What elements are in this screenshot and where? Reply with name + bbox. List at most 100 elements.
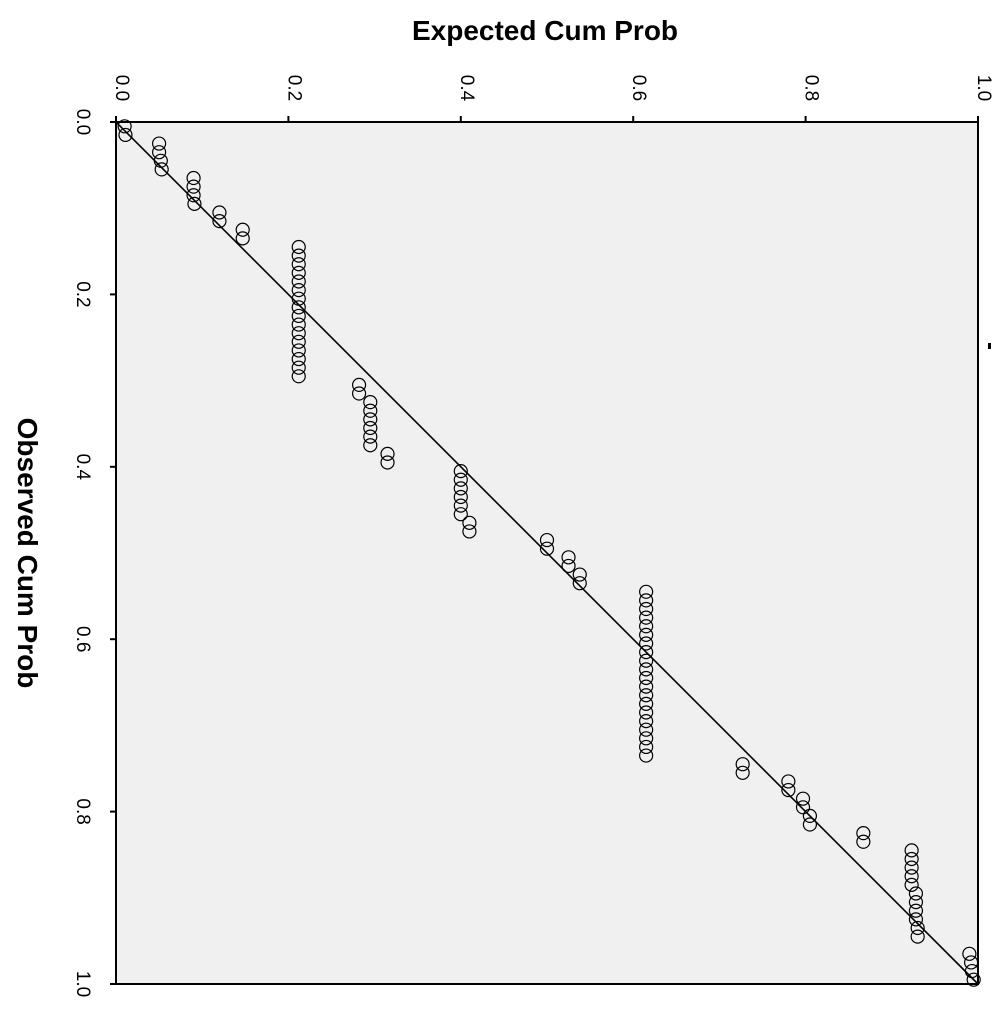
data-point xyxy=(962,946,977,961)
data-point xyxy=(904,851,919,867)
data-point xyxy=(572,567,587,582)
data-point xyxy=(639,705,654,720)
data-point xyxy=(212,214,227,229)
data-point xyxy=(781,782,796,798)
data-point xyxy=(351,377,367,393)
data-point xyxy=(964,955,979,970)
data-point xyxy=(453,481,468,496)
data-point xyxy=(561,550,576,565)
data-point xyxy=(291,326,306,341)
data-point xyxy=(186,179,201,194)
data-point xyxy=(639,722,654,737)
data-point xyxy=(904,843,919,858)
data-point xyxy=(639,601,654,617)
data-point xyxy=(235,222,250,237)
data-point xyxy=(639,619,654,634)
data-point xyxy=(639,670,654,686)
data-point xyxy=(453,464,468,479)
y-tick-label: 1.0 xyxy=(72,971,93,997)
x-tick-label: 0.8 xyxy=(801,75,822,101)
data-point xyxy=(363,420,378,436)
data-point xyxy=(910,920,925,936)
data-point xyxy=(453,489,468,505)
data-point xyxy=(186,188,201,203)
data-point xyxy=(291,265,306,280)
edge-mark xyxy=(988,343,991,349)
data-point xyxy=(291,343,306,358)
data-point xyxy=(212,205,227,220)
data-point xyxy=(235,231,250,246)
data-point xyxy=(781,774,796,789)
data-point xyxy=(380,446,395,461)
data-point xyxy=(639,627,654,642)
data-point xyxy=(856,834,871,849)
data-point xyxy=(152,145,167,160)
data-point xyxy=(363,403,378,418)
data-point xyxy=(639,748,654,763)
data-point xyxy=(291,360,306,375)
x-axis-title: Expected Cum Prob xyxy=(412,15,678,46)
y-axis-title: Observed Cum Prob xyxy=(12,418,43,689)
data-point xyxy=(153,153,168,168)
data-point xyxy=(966,972,981,987)
data-point xyxy=(363,438,378,453)
x-tick-label: 0.0 xyxy=(111,75,132,101)
data-point xyxy=(117,119,132,134)
data-point xyxy=(735,757,750,772)
data-point xyxy=(462,515,477,530)
data-point xyxy=(291,291,306,306)
data-point xyxy=(453,507,468,522)
data-point xyxy=(186,170,201,186)
data-point xyxy=(904,860,919,875)
data-point xyxy=(118,127,133,143)
data-point xyxy=(291,282,306,298)
data-point xyxy=(291,308,306,324)
data-point xyxy=(453,498,468,513)
data-point xyxy=(639,679,654,694)
data-point xyxy=(187,196,202,211)
data-point xyxy=(639,645,654,660)
y-tick-label: 0.6 xyxy=(72,626,93,652)
x-tick-label: 0.4 xyxy=(456,75,477,102)
data-point xyxy=(639,593,654,608)
data-point xyxy=(639,696,654,711)
x-tick-label: 0.2 xyxy=(283,75,304,101)
data-point xyxy=(639,662,654,677)
data-point xyxy=(291,317,306,332)
data-point xyxy=(351,386,367,401)
data-point xyxy=(639,688,654,703)
data-point xyxy=(639,731,654,746)
data-point xyxy=(291,334,306,349)
data-point xyxy=(795,800,811,815)
data-point xyxy=(802,808,818,824)
data-point xyxy=(152,136,167,151)
data-point xyxy=(735,765,750,780)
data-point xyxy=(291,248,306,263)
data-point xyxy=(154,162,169,177)
data-point xyxy=(363,429,378,444)
data-point xyxy=(639,653,654,668)
y-tick-label: 0.4 xyxy=(72,454,93,481)
data-point xyxy=(291,369,306,384)
data-point xyxy=(561,558,576,574)
data-point xyxy=(291,274,306,289)
x-tick-label: 0.6 xyxy=(628,75,649,101)
data-point xyxy=(380,455,395,470)
data-point xyxy=(639,584,654,599)
data-point xyxy=(908,895,924,910)
data-point xyxy=(572,576,587,591)
data-point xyxy=(904,869,919,884)
reference-line xyxy=(115,121,979,985)
data-point xyxy=(363,412,378,427)
data-point xyxy=(856,826,871,841)
y-tick-label: 0.2 xyxy=(72,281,93,307)
data-point xyxy=(453,472,468,487)
data-point xyxy=(910,929,925,944)
x-axis: 0.0 0.2 0.4 0.6 0.8 1.0 xyxy=(111,75,994,122)
data-point xyxy=(802,817,818,832)
data-point xyxy=(904,877,919,892)
data-point xyxy=(539,541,555,556)
data-point xyxy=(363,395,378,410)
data-point xyxy=(639,739,654,755)
